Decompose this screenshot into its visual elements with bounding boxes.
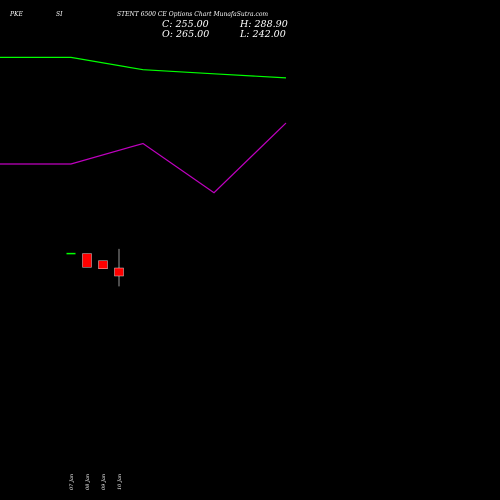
candle-body (98, 260, 108, 269)
candle-07-jan (66, 252, 76, 255)
low-value: L: 242.00 (239, 29, 286, 40)
symbol-fragment-label: SI (56, 11, 63, 18)
x-axis-ticks: 07 Jan 08 Jan 09 Jan 10 Jan (69, 474, 123, 490)
open-value: O: 265.00 (162, 29, 209, 40)
purple-overlay-line (0, 122, 287, 194)
high-value: H: 288.90 (239, 19, 288, 30)
x-tick-label: 10 Jan (117, 474, 123, 490)
close-value: C: 255.00 (162, 19, 209, 30)
candle-09-jan (98, 260, 108, 269)
x-tick-label: 08 Jan (85, 474, 91, 490)
chart-title: STENT 6500 CE Options Chart MunafaSutra.… (117, 11, 268, 18)
candle-10-jan (114, 248, 124, 287)
candle-08-jan (82, 253, 92, 268)
x-tick-label: 09 Jan (101, 474, 107, 490)
candle-body (66, 252, 76, 255)
exchange-label: PKE (9, 11, 24, 18)
overlay-lines (0, 56, 287, 194)
candles (66, 248, 124, 287)
x-tick-label: 07 Jan (69, 474, 75, 490)
green-overlay-line (0, 56, 287, 79)
candle-body (82, 253, 92, 268)
candle-body (114, 267, 124, 277)
